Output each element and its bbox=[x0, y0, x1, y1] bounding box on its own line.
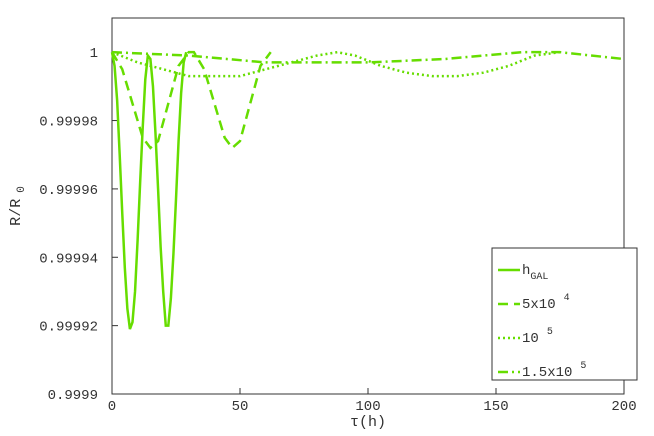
series-line bbox=[110, 50, 272, 150]
legend-label-main: 10 bbox=[522, 331, 539, 347]
legend-label: 10 5 bbox=[522, 327, 553, 347]
y-tick-label: 0.99994 bbox=[39, 251, 98, 267]
y-tick-label: 0.99992 bbox=[39, 320, 98, 336]
series-line bbox=[111, 50, 625, 64]
legend-label-sup: 4 bbox=[564, 293, 570, 304]
x-tick-label: 200 bbox=[611, 399, 636, 415]
y-tick-label: 0.9999 bbox=[48, 388, 98, 404]
legend-label: hGAL bbox=[522, 263, 548, 283]
x-axis-label: τ(h) bbox=[350, 414, 386, 431]
x-tick-label: 100 bbox=[355, 399, 380, 415]
legend-box bbox=[491, 247, 638, 381]
y-axis-label-sub: 0 bbox=[16, 186, 28, 193]
legend-label-sup: 5 bbox=[580, 361, 586, 372]
legend-label-sub: GAL bbox=[530, 272, 548, 283]
y-tick-label: 1 bbox=[90, 46, 98, 62]
x-tick-label: 0 bbox=[108, 399, 116, 415]
legend-label: 5x10 4 bbox=[522, 293, 570, 313]
series-line bbox=[111, 50, 561, 78]
legend-label-main: 5x10 bbox=[522, 297, 556, 313]
x-tick-label: 50 bbox=[232, 399, 249, 415]
y-tick-label: 0.99998 bbox=[39, 115, 98, 131]
legend-label: 1.5x10 5 bbox=[522, 361, 586, 381]
legend-label-sup: 5 bbox=[547, 327, 553, 338]
y-axis-label-main: R/R bbox=[8, 199, 25, 226]
x-tick-label: 150 bbox=[483, 399, 508, 415]
legend-label-main: 1.5x10 bbox=[522, 365, 572, 381]
legend-label-main: h bbox=[522, 263, 530, 279]
y-axis-label: R/R 0 bbox=[8, 186, 28, 226]
series-line bbox=[110, 51, 188, 330]
y-tick-label: 0.99996 bbox=[39, 183, 98, 199]
